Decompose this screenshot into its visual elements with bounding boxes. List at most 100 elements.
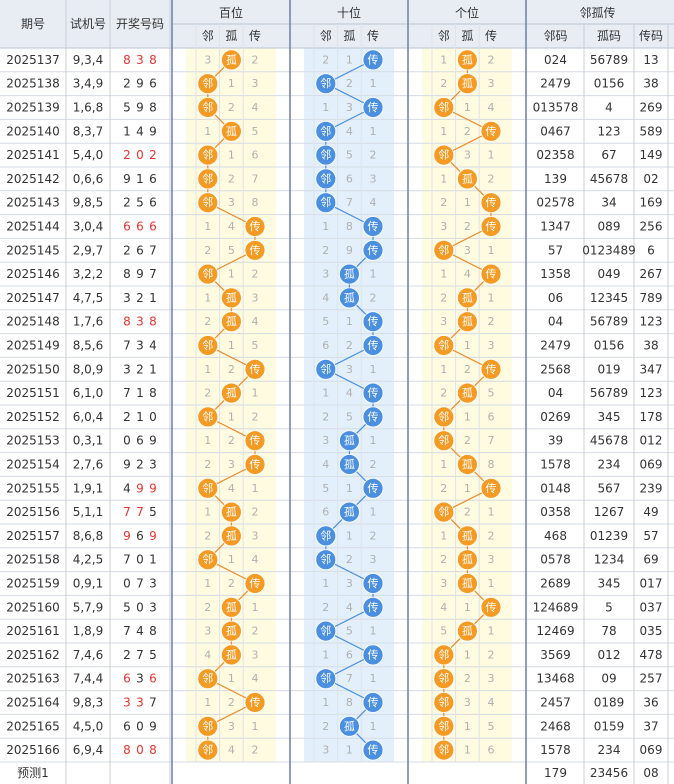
draw-digit: 9 (149, 719, 157, 733)
miss-count: 6 (252, 149, 259, 162)
draw-digit: 8 (149, 315, 157, 329)
draw-digit: 9 (149, 481, 157, 495)
hit-label: 传 (486, 220, 497, 233)
miss-count: 2 (252, 625, 259, 638)
miss-count: 1 (346, 529, 353, 542)
miss-count: 3 (488, 553, 495, 566)
hit-ball (433, 144, 455, 166)
miss-count: 3 (440, 577, 447, 590)
hit-label: 邻 (320, 149, 331, 162)
header-sub-label: 传 (249, 28, 261, 43)
issue-cell: 2025153 (6, 434, 59, 448)
forecast-code: 08 (643, 766, 658, 780)
code-cell: 049 (598, 267, 621, 281)
trial-cell: 8,3,7 (73, 124, 104, 138)
header-code-label: 传码 (639, 28, 663, 43)
miss-count: 2 (346, 77, 353, 90)
header-sub-label: 传 (367, 28, 379, 43)
draw-digit: 1 (149, 362, 157, 376)
hit-label: 孤 (462, 172, 473, 185)
hit-ball (456, 525, 478, 547)
trial-cell: 1,6,8 (73, 101, 104, 115)
hit-label: 孤 (226, 315, 237, 328)
miss-count: 2 (440, 387, 447, 400)
miss-count: 2 (488, 53, 495, 66)
hit-ball (338, 501, 360, 523)
code-cell: 06 (548, 291, 563, 305)
miss-count: 3 (346, 363, 353, 376)
miss-count: 1 (370, 720, 377, 733)
hit-ball (220, 49, 242, 71)
miss-count: 2 (464, 220, 471, 233)
draw-digit: 6 (149, 220, 157, 234)
hit-ball (220, 311, 242, 333)
hit-ball (338, 454, 360, 475)
miss-count: 1 (322, 648, 329, 661)
miss-count: 5 (322, 315, 329, 328)
miss-count: 3 (464, 244, 471, 257)
draw-digit: 2 (136, 362, 144, 376)
miss-count: 2 (228, 434, 235, 447)
hit-label: 邻 (320, 672, 331, 685)
miss-count: 2 (370, 291, 377, 304)
miss-count: 3 (322, 268, 329, 281)
hit-ball (456, 454, 478, 475)
miss-count: 6 (322, 506, 329, 519)
miss-count: 2 (228, 363, 235, 376)
draw-digit: 8 (123, 53, 131, 67)
miss-count: 1 (252, 387, 259, 400)
draw-digit: 6 (123, 672, 131, 686)
hit-label: 孤 (226, 625, 237, 638)
code-cell: 123 (640, 386, 663, 400)
hit-label: 孤 (462, 77, 473, 90)
hit-label: 孤 (226, 648, 237, 661)
draw-digit: 1 (149, 553, 157, 567)
draw-digit: 4 (123, 481, 131, 495)
miss-count: 1 (464, 601, 471, 614)
draw-digit: 6 (149, 672, 157, 686)
hit-ball (456, 549, 478, 571)
code-cell: 0358 (540, 505, 571, 519)
miss-count: 1 (464, 482, 471, 495)
draw-digit: 5 (149, 648, 157, 662)
draw-digit: 2 (123, 77, 131, 91)
miss-count: 1 (488, 244, 495, 257)
draw-digit: 8 (123, 315, 131, 329)
miss-count: 1 (322, 696, 329, 709)
draw-digit: 0 (136, 719, 144, 733)
hit-ball (338, 287, 360, 309)
hit-label: 邻 (320, 363, 331, 376)
hit-label: 传 (368, 315, 379, 328)
hit-label: 邻 (320, 172, 331, 185)
draw-digit: 1 (149, 291, 157, 305)
miss-count: 2 (488, 529, 495, 542)
hit-ball (480, 358, 502, 380)
draw-digit: 4 (136, 624, 144, 638)
code-cell: 178 (640, 410, 663, 424)
code-cell: 234 (598, 458, 621, 472)
miss-count: 1 (370, 434, 377, 447)
miss-count: 2 (228, 172, 235, 185)
miss-count: 4 (252, 101, 259, 114)
draw-digit: 7 (123, 505, 131, 519)
miss-count: 1 (370, 363, 377, 376)
trial-cell: 0,6,6 (73, 172, 104, 186)
hit-label: 传 (368, 577, 379, 590)
code-cell: 04 (548, 315, 563, 329)
trial-cell: 1,7,6 (73, 315, 104, 329)
issue-cell: 2025157 (6, 529, 59, 543)
draw-digit: 3 (136, 696, 144, 710)
issue-cell: 2025166 (6, 743, 59, 757)
hit-ball (433, 692, 455, 713)
miss-count: 1 (346, 53, 353, 66)
code-cell: 04 (548, 386, 563, 400)
miss-count: 7 (488, 434, 495, 447)
miss-count: 1 (228, 553, 235, 566)
hit-ball (244, 358, 266, 380)
miss-count: 2 (204, 387, 211, 400)
miss-count: 1 (322, 101, 329, 114)
miss-count: 4 (322, 291, 329, 304)
code-cell: 269 (640, 101, 663, 115)
hit-label: 邻 (320, 77, 331, 90)
